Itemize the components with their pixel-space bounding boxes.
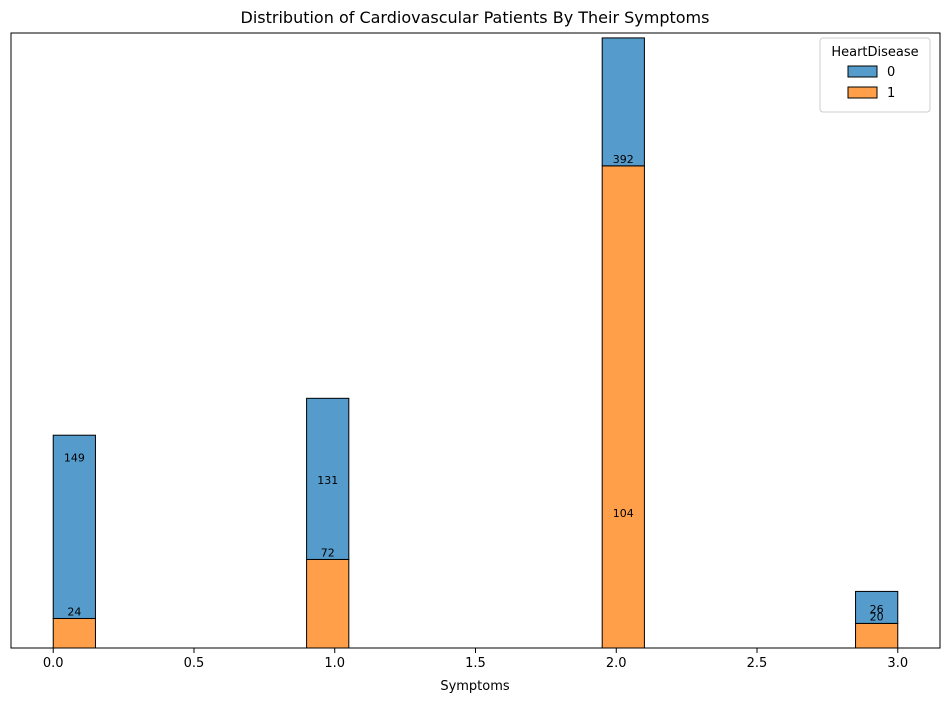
legend-title: HeartDisease: [831, 45, 918, 60]
x-axis-label: Symptoms: [440, 679, 510, 694]
bar-value-label: 26: [870, 603, 884, 616]
plot-frame: [10, 32, 941, 649]
bar-segment-heartdisease-0: [855, 590, 899, 624]
bar-value-label: 392: [613, 153, 634, 166]
x-tick-label: 0.0: [43, 656, 64, 671]
x-tick-label: 1.5: [465, 656, 486, 671]
bar-value-label: 72: [321, 546, 335, 559]
bar-value-label: 149: [64, 452, 85, 465]
bar-segment-heartdisease-0: [52, 434, 96, 619]
x-tick-label: 0.5: [184, 656, 205, 671]
bar-segment-heartdisease-0: [601, 37, 645, 167]
legend-swatch-1: [847, 86, 878, 99]
bar-value-label: 131: [317, 474, 338, 487]
bar-segment-heartdisease-1: [52, 617, 96, 649]
legend: HeartDisease 0 1: [819, 37, 931, 113]
bar-segment-heartdisease-0: [306, 397, 350, 560]
x-axis-ticks: 0.0 0.5 1.0 1.5 2.0 2.5 3.0: [43, 648, 908, 671]
bar-value-label: 24: [67, 605, 81, 618]
x-tick-label: 2.5: [747, 656, 768, 671]
bar-segment-heartdisease-1: [601, 165, 645, 649]
legend-entry-label: 1: [887, 86, 895, 101]
bar-segment-heartdisease-1: [855, 622, 899, 649]
chart-title: Distribution of Cardiovascular Patients …: [241, 8, 710, 27]
x-tick-label: 3.0: [887, 656, 908, 671]
x-tick-label: 1.0: [324, 656, 345, 671]
x-tick-label: 2.0: [606, 656, 627, 671]
legend-entry-label: 0: [887, 65, 895, 80]
legend-swatch-0: [847, 65, 878, 78]
bar-value-label: 104: [613, 507, 634, 520]
bars-group: [52, 37, 899, 649]
bar-segment-heartdisease-1: [306, 558, 350, 649]
bar-value-label: 20: [870, 610, 884, 623]
